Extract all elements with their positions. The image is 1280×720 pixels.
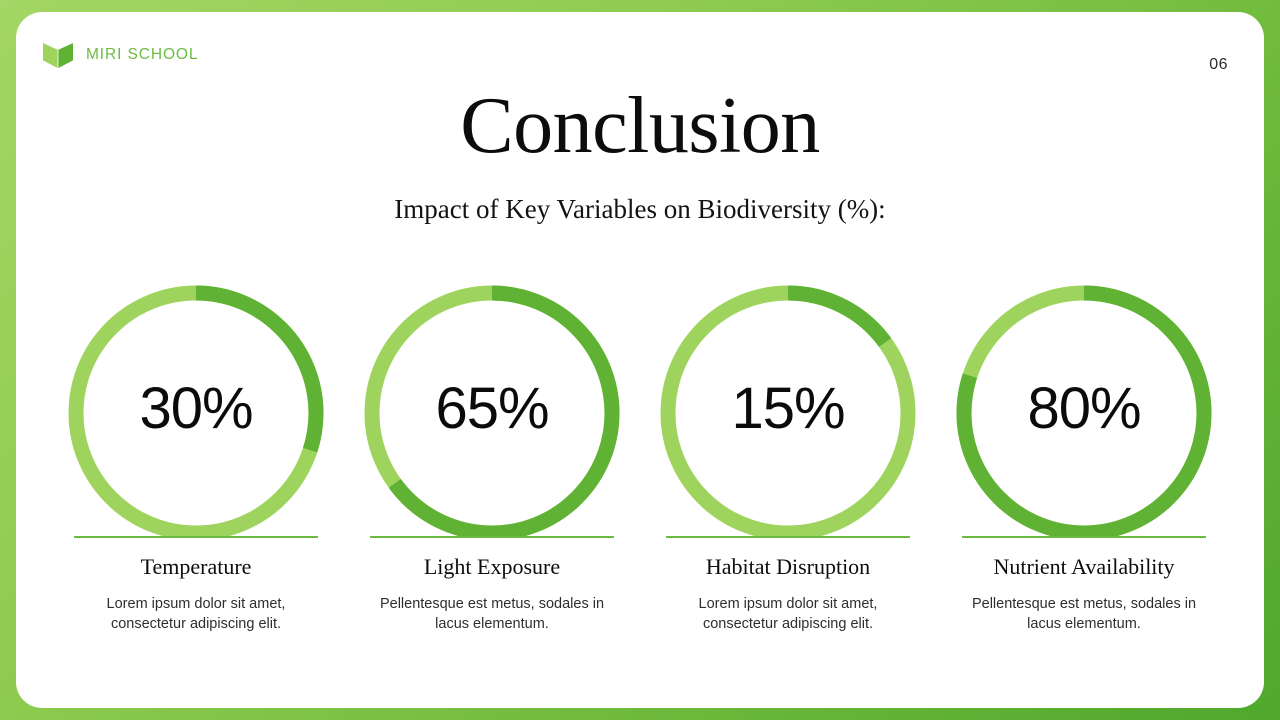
brand-name: MIRI SCHOOL (86, 46, 199, 63)
metric-description: Lorem ipsum dolor sit amet, consectetur … (698, 596, 878, 632)
metric-list: 30% Temperature Lorem ipsum dolor sit am… (60, 284, 1220, 634)
metric-description: Pellentesque est metus, sodales in lacus… (971, 596, 1197, 632)
donut-chart-icon (364, 285, 620, 536)
open-book-icon (43, 43, 73, 68)
metric-description: Lorem ipsum dolor sit amet, consectetur … (106, 596, 286, 632)
slide-card: MIRI SCHOOL 06 Conclusion Impact of Key … (16, 12, 1264, 708)
metric-value: 15% (731, 375, 845, 441)
page-title: Conclusion (460, 82, 820, 170)
metric-label: Nutrient Availability (993, 554, 1175, 579)
donut-chart-icon (956, 285, 1212, 536)
metric-value: 30% (139, 375, 253, 441)
page-number: 06 (1209, 56, 1228, 73)
metric-item: 30% Temperature Lorem ipsum dolor sit am… (60, 284, 332, 634)
metric-item: 15% Habitat Disruption Lorem ipsum dolor… (652, 284, 924, 634)
brand: MIRI SCHOOL (42, 40, 198, 70)
metric-divider (74, 536, 318, 538)
metric-value: 65% (435, 375, 549, 441)
gauge-nutrient-availability: 80% (955, 284, 1213, 536)
metric-item: 80% Nutrient Availability Pellentesque e… (948, 284, 1220, 634)
metric-label: Light Exposure (423, 554, 561, 579)
metric-label: Habitat Disruption (705, 554, 871, 579)
metric-item: 65% Light Exposure Pellentesque est metu… (356, 284, 628, 634)
gauge-habitat-disruption: 15% (659, 284, 917, 536)
metric-divider (962, 536, 1206, 538)
metric-value: 80% (1027, 375, 1141, 441)
page-subtitle: Impact of Key Variables on Biodiversity … (394, 194, 886, 224)
donut-chart-icon (660, 285, 916, 536)
metric-divider (666, 536, 910, 538)
donut-chart-icon (68, 285, 324, 536)
metric-label: Temperature (140, 554, 252, 579)
gauge-temperature: 30% (67, 284, 325, 536)
metric-description: Pellentesque est metus, sodales in lacus… (379, 596, 605, 632)
gauge-light-exposure: 65% (363, 284, 621, 536)
metric-divider (370, 536, 614, 538)
